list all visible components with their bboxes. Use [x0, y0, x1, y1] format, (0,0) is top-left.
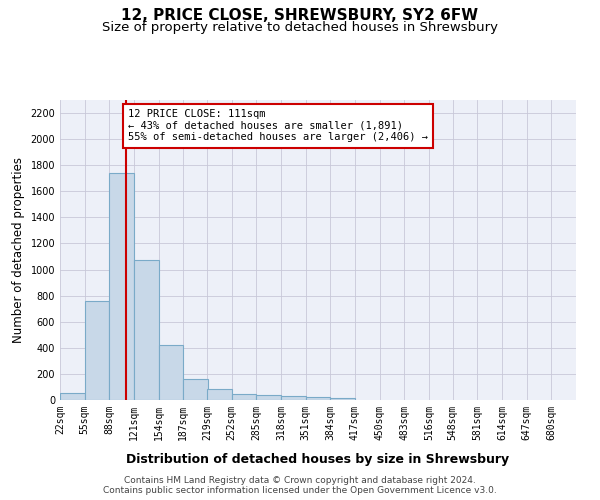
Text: Distribution of detached houses by size in Shrewsbury: Distribution of detached houses by size … [127, 452, 509, 466]
Bar [158, 345, 183, 400]
Text: 12, PRICE CLOSE, SHREWSBURY, SY2 6FW: 12, PRICE CLOSE, SHREWSBURY, SY2 6FW [121, 8, 479, 22]
Text: 12 PRICE CLOSE: 111sqm
← 43% of detached houses are smaller (1,891)
55% of semi-: 12 PRICE CLOSE: 111sqm ← 43% of detached… [128, 109, 428, 142]
Bar [232, 394, 256, 400]
Bar [207, 389, 232, 400]
Bar [60, 393, 85, 400]
Bar [109, 173, 134, 400]
Bar [281, 396, 305, 400]
Y-axis label: Number of detached properties: Number of detached properties [12, 157, 25, 343]
Bar [305, 398, 331, 400]
Text: Contains HM Land Registry data © Crown copyright and database right 2024.
Contai: Contains HM Land Registry data © Crown c… [103, 476, 497, 495]
Bar [85, 301, 109, 400]
Text: Size of property relative to detached houses in Shrewsbury: Size of property relative to detached ho… [102, 22, 498, 35]
Bar [134, 260, 158, 400]
Bar [331, 398, 355, 400]
Bar [256, 395, 281, 400]
Bar [183, 380, 208, 400]
